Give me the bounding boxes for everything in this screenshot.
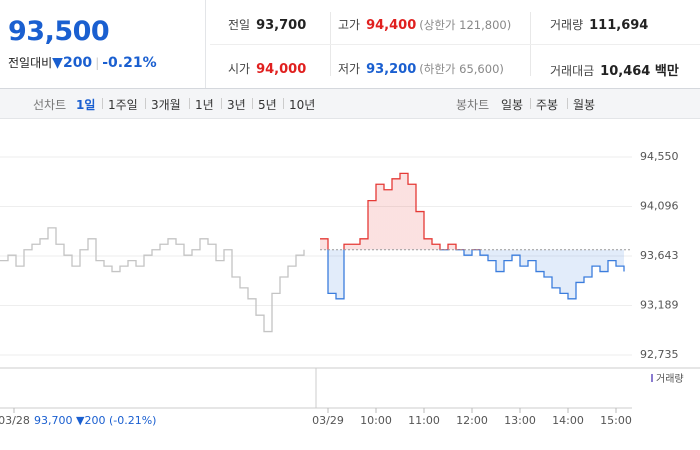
volume-legend-swatch — [651, 374, 653, 382]
tab-sep — [189, 98, 190, 109]
stat-note: (상한가 121,800) — [419, 18, 512, 32]
change-amount: 200 — [62, 55, 93, 71]
change-label: 전일대비 — [8, 56, 53, 70]
tab-sep — [567, 98, 568, 109]
x-tick-label: 13:00 — [504, 414, 536, 427]
tab[interactable]: 1주일 — [108, 98, 138, 112]
tab-sep — [252, 98, 253, 109]
tab-group-label: 선차트 — [33, 98, 67, 112]
footnote: 93,700 ▼200 (-0.21%) — [34, 414, 156, 427]
stat-value: 94,400 — [366, 18, 417, 33]
period-tabs: 선차트 1일 1주일 3개월 1년 3년 5년 10년 봉차트 일봉 주봉 월봉 — [0, 89, 700, 119]
stat: 시가 94,000 — [228, 60, 306, 77]
stat-label: 시가 — [228, 62, 251, 76]
tab[interactable]: 1일 — [76, 98, 96, 112]
stat: 거래대금 10,464 백만 — [550, 60, 679, 79]
volume-label: 거래량 — [656, 373, 684, 385]
y-tick-label: 94,096 — [640, 200, 679, 213]
tab-sep — [102, 98, 103, 109]
chart: 94,550 94,096 93,643 93,189 92,735 거래량 03/28 03… — [0, 118, 700, 427]
x-tick-label: 11:00 — [408, 414, 440, 427]
tab[interactable]: 월봉 — [573, 98, 596, 112]
change: 전일대비▼200 | -0.21% — [8, 55, 157, 71]
quote-panel: 93,500 전일대비▼200 | -0.21% 전일 93,700 고가 94,400(… — [0, 0, 700, 89]
stat-value: 93,200 — [366, 62, 417, 77]
tab[interactable]: 3년 — [227, 98, 246, 112]
tab[interactable]: 주봉 — [536, 98, 559, 112]
stat-label: 전일 — [228, 18, 251, 32]
stat-label: 저가 — [338, 62, 361, 76]
tab-sep — [530, 98, 531, 109]
tab[interactable]: 5년 — [258, 98, 277, 112]
tab-sep — [145, 98, 146, 109]
tab[interactable]: 3개월 — [151, 98, 181, 112]
y-tick-label: 93,643 — [640, 249, 679, 262]
tab-sep — [221, 98, 222, 109]
stat-label: 고가 — [338, 18, 361, 32]
stat-value: 94,000 — [256, 62, 307, 77]
stat-note: (하한가 65,600) — [419, 62, 504, 76]
stat-value: 10,464 백만 — [600, 64, 679, 79]
price-box: 93,500 전일대비▼200 | -0.21% — [0, 0, 206, 88]
stat: 고가 94,400 (상한가 121,800) — [338, 16, 511, 33]
tab[interactable]: 1년 — [195, 98, 214, 112]
y-tick-label: 93,189 — [640, 298, 679, 311]
price: 93,500 — [8, 16, 110, 47]
y-tick-label: 94,550 — [640, 150, 679, 163]
tab-group-label: 봉차트 — [456, 98, 490, 112]
y-tick-label: 92,735 — [640, 348, 679, 361]
stat-label: 거래량 — [550, 18, 584, 32]
price-line — [0, 227, 305, 333]
x-tick-label: 10:00 — [360, 414, 392, 427]
area — [320, 173, 624, 299]
x-tick-label: 12:00 — [456, 414, 488, 427]
stat-value: 111,694 — [589, 18, 649, 33]
tab[interactable]: 10년 — [289, 98, 316, 112]
x-tick-label: 15:00 — [600, 414, 632, 427]
x-tick-label: 03/29 — [312, 414, 344, 427]
stat-value: 93,700 — [256, 18, 307, 33]
stat: 전일 93,700 — [228, 16, 306, 33]
tab[interactable]: 일봉 — [501, 98, 524, 112]
change-value: ▼200 — [52, 55, 93, 71]
stat: 거래량 111,694 — [550, 16, 648, 33]
x-tick-label: 14:00 — [552, 414, 584, 427]
change-pct: -0.21% — [102, 55, 157, 71]
x-tick-label: 03/28 — [0, 414, 30, 427]
tab-sep — [283, 98, 284, 109]
stat-label: 거래대금 — [550, 64, 595, 78]
stat: 저가 93,200 (하한가 65,600) — [338, 60, 504, 77]
